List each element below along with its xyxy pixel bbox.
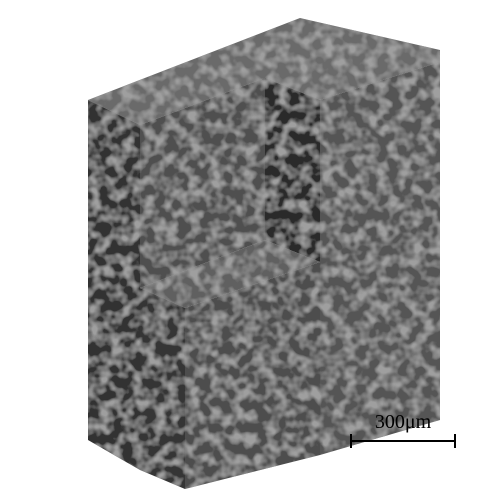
- step-top: [140, 240, 320, 308]
- sample-block: [88, 18, 440, 489]
- top-face: [88, 18, 440, 125]
- slot-wall: [265, 78, 320, 262]
- scale-label: 300μm: [375, 411, 432, 433]
- step-left-face: [140, 288, 185, 489]
- left-face: [88, 100, 140, 470]
- front-face-upper: [320, 62, 440, 455]
- front-face-lower: [185, 262, 320, 489]
- pillar-front: [140, 78, 265, 288]
- scale-bar: 300μm: [350, 411, 456, 448]
